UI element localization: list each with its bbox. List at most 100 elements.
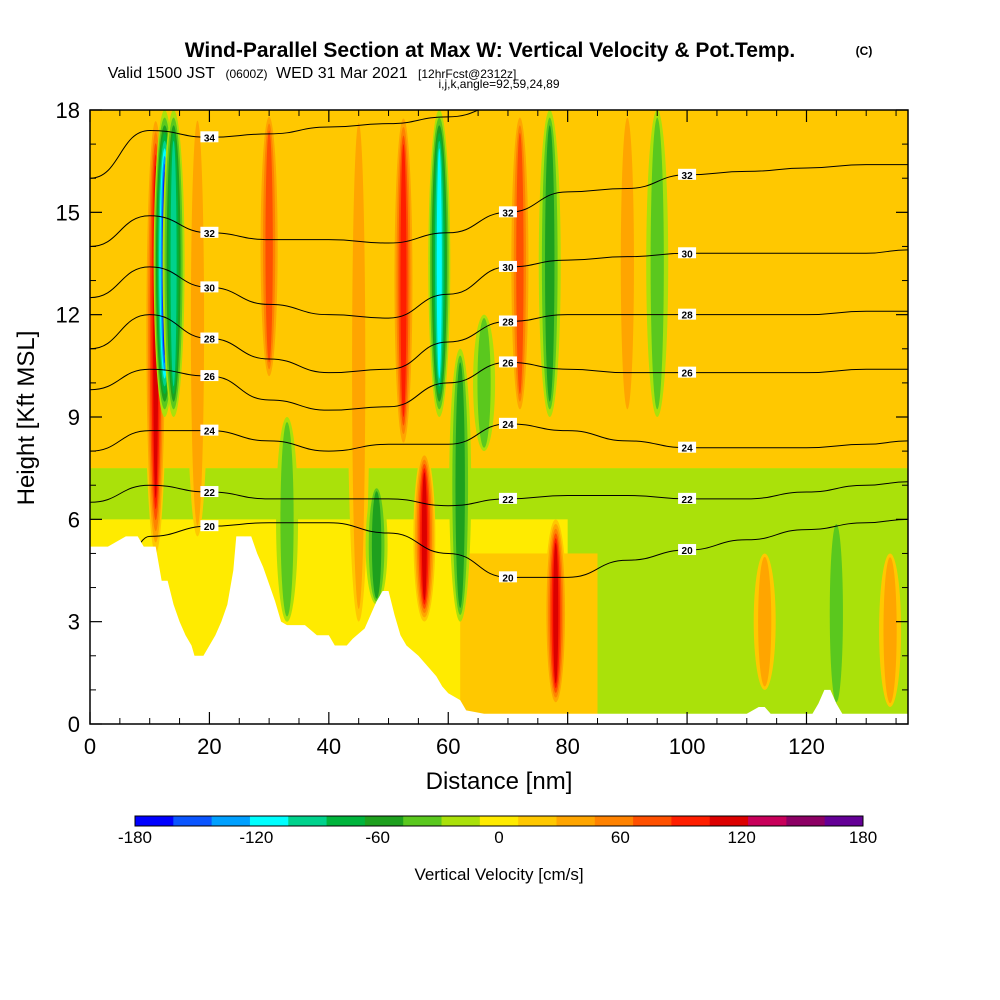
updraft-cell bbox=[883, 557, 897, 704]
theta-contour-line bbox=[90, 518, 908, 715]
contour-label: 26 bbox=[502, 358, 514, 369]
colorbar-tick-label: 120 bbox=[727, 828, 755, 847]
downdraft-cell bbox=[436, 148, 442, 379]
velocity-band bbox=[460, 553, 598, 724]
contour-label: 26 bbox=[204, 372, 216, 383]
downdraft-cell bbox=[371, 491, 382, 599]
contour-label: 24 bbox=[204, 427, 216, 438]
downdraft-cell bbox=[477, 318, 491, 448]
contour-label: 20 bbox=[502, 573, 514, 584]
contour-label: 22 bbox=[502, 495, 514, 506]
colorbar-tick-label: 180 bbox=[849, 828, 877, 847]
colorbar-tick-label: 60 bbox=[611, 828, 630, 847]
downdraft-cell bbox=[545, 125, 555, 402]
colorbar-tick-label: 0 bbox=[494, 828, 503, 847]
colorbar-swatch bbox=[671, 816, 711, 826]
y-tick-label: 15 bbox=[56, 200, 80, 225]
contour-label-bg bbox=[498, 417, 517, 429]
contour-label-bg bbox=[200, 131, 219, 143]
y-axis-label: Height [Kft MSL] bbox=[13, 331, 40, 506]
axes: 0 20 40 60 80 100 120 0 3 6 9 12 15 18 bbox=[56, 98, 908, 759]
colorbar-swatch bbox=[173, 816, 213, 826]
valid-date: WED 31 Mar 2021 bbox=[276, 65, 408, 82]
colorbar-swatch bbox=[786, 816, 826, 826]
contour-label-bg bbox=[678, 247, 697, 259]
x-axis-label: Distance [nm] bbox=[426, 768, 573, 795]
colorbar-swatch bbox=[594, 816, 634, 826]
velocity-band bbox=[567, 502, 908, 724]
updraft-cell bbox=[421, 472, 427, 601]
contour-label: 34 bbox=[204, 133, 216, 144]
colorbar-label: Vertical Velocity [cm/s] bbox=[414, 865, 583, 884]
colorbar-swatch bbox=[326, 816, 366, 826]
chart-title: Wind-Parallel Section at Max W: Vertical… bbox=[185, 39, 796, 62]
contour-label-bg bbox=[678, 168, 697, 180]
colorbar-swatch bbox=[518, 816, 557, 826]
theta-contour-line bbox=[90, 361, 908, 411]
contour-label: 30 bbox=[682, 249, 694, 260]
contour-label: 32 bbox=[204, 229, 216, 240]
contour-label: 32 bbox=[682, 171, 694, 182]
contour-label-bg bbox=[678, 308, 697, 320]
contour-label-bg bbox=[678, 441, 697, 453]
contour-label-bg bbox=[200, 370, 219, 382]
x-tick-label: 120 bbox=[788, 734, 825, 759]
colorbar-swatch bbox=[633, 816, 672, 826]
x-tick-label: 0 bbox=[84, 734, 96, 759]
contour-label-bg bbox=[200, 281, 219, 293]
contour-label-bg bbox=[678, 366, 697, 378]
colorbar-tick-label: -180 bbox=[118, 828, 152, 847]
updraft-cell bbox=[400, 144, 407, 418]
y-tick-label: 18 bbox=[56, 98, 80, 123]
updraft-cell bbox=[190, 120, 205, 526]
contour-label: 28 bbox=[682, 311, 694, 322]
contour-label: 22 bbox=[204, 488, 216, 499]
x-tick-label: 40 bbox=[317, 734, 341, 759]
colorbar-swatch bbox=[364, 816, 404, 826]
contour-label: 24 bbox=[682, 444, 694, 455]
contour-label: 30 bbox=[502, 263, 514, 274]
contour-label: 20 bbox=[682, 546, 694, 557]
contour-label-bg bbox=[678, 492, 697, 504]
colorbar-swatch bbox=[211, 816, 251, 826]
contour-label: 20 bbox=[204, 522, 216, 533]
updraft-cell bbox=[352, 122, 366, 609]
contour-label-bg bbox=[498, 315, 517, 327]
updraft-cell bbox=[758, 556, 772, 687]
downdraft-cell bbox=[455, 362, 465, 609]
contour-label: 30 bbox=[204, 283, 216, 294]
contour-label: 24 bbox=[502, 420, 514, 431]
contour-label-bg bbox=[498, 571, 517, 583]
forecast-label: [12hrFcst@2312z] bbox=[418, 67, 516, 81]
colorbar-swatch bbox=[709, 816, 749, 826]
y-tick-label: 12 bbox=[56, 303, 80, 328]
theta-contours: 20 20 20 22 22 22 24 24 24 26 26 26 28 28 28 30 30 30 32 32… bbox=[90, 110, 908, 715]
y-tick-label: 0 bbox=[68, 712, 80, 737]
contour-label-bg bbox=[498, 356, 517, 368]
colorbar-tick-label: -120 bbox=[239, 828, 273, 847]
contour-label: 28 bbox=[204, 335, 216, 346]
colorbar-swatch bbox=[748, 816, 787, 826]
x-tick-label: 20 bbox=[197, 734, 221, 759]
contour-label-bg bbox=[498, 260, 517, 272]
y-tick-label: 3 bbox=[68, 610, 80, 635]
updraft-cell bbox=[620, 117, 634, 410]
contour-label-bg bbox=[200, 332, 219, 344]
chart-indices: i,j,k,angle=92,59,24,89 bbox=[438, 77, 559, 91]
downdraft-cell bbox=[170, 140, 177, 387]
y-tick-label: 6 bbox=[68, 507, 80, 532]
contour-label-bg bbox=[200, 520, 219, 532]
contour-label-bg bbox=[678, 544, 697, 556]
updraft-cell bbox=[516, 133, 524, 394]
contour-label-bg bbox=[498, 206, 517, 218]
contour-label: 22 bbox=[682, 495, 694, 506]
contour-label: 26 bbox=[682, 369, 694, 380]
colorbar-swatch bbox=[824, 816, 864, 826]
colorbar-swatch bbox=[249, 816, 289, 826]
contour-label-bg bbox=[498, 492, 517, 504]
x-tick-label: 80 bbox=[555, 734, 579, 759]
utc-time: (0600Z) bbox=[226, 67, 268, 81]
updraft-cell bbox=[553, 542, 559, 684]
terrain-mask bbox=[90, 536, 908, 724]
